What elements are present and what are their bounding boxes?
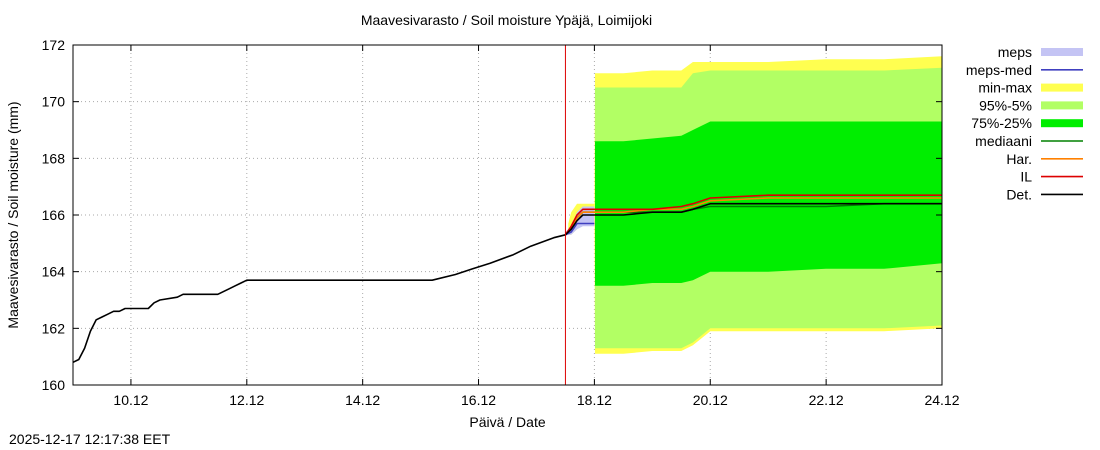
x-tick-label: 10.12	[113, 392, 148, 408]
x-tick-label: 22.12	[809, 392, 844, 408]
legend-label: Har.	[1006, 151, 1032, 167]
x-tick-label: 12.12	[229, 392, 264, 408]
y-tick-label: 164	[42, 264, 66, 280]
legend-label: min-max	[978, 80, 1032, 96]
legend-label: meps	[998, 44, 1032, 60]
axis-layer: 160 162 164 166 168 170 172 10.12 12.12 14.12 16.1…	[5, 37, 960, 430]
x-tick-label: 14.12	[345, 392, 380, 408]
y-tick-label: 170	[42, 94, 66, 110]
legend-swatch-p95-5	[1041, 101, 1083, 110]
legend-swatch-p75-25	[1041, 119, 1083, 128]
series-line-meps-med	[565, 222, 595, 236]
timestamp: 2025-12-17 12:17:38 EET	[9, 431, 171, 447]
y-tick-label: 166	[42, 207, 66, 223]
series-line-det	[72, 202, 942, 364]
band-layer	[565, 56, 942, 354]
y-tick-label: 162	[42, 320, 66, 336]
legend-label: 95%-5%	[979, 97, 1032, 113]
y-axis-label: Maavesivarasto / Soil moisture (mm)	[5, 101, 21, 328]
legend-swatch-meps	[1041, 48, 1083, 56]
legend-label: IL	[1020, 169, 1032, 185]
legend-label: meps-med	[966, 62, 1032, 78]
x-tick-label: 20.12	[693, 392, 728, 408]
x-tick-label: 18.12	[577, 392, 612, 408]
chart-title: Maavesivarasto / Soil moisture Ypäjä, Lo…	[360, 12, 653, 28]
x-tick-label: 24.12	[924, 392, 959, 408]
legend-label: mediaani	[975, 133, 1032, 149]
series-line-har	[564, 197, 942, 236]
y-tick-label: 160	[42, 377, 66, 393]
x-axis-label: Päivä / Date	[469, 414, 545, 430]
line-layer	[72, 194, 942, 364]
x-tick-label: 16.12	[461, 392, 496, 408]
y-tick-label: 168	[42, 150, 66, 166]
series-line-il	[564, 194, 942, 236]
legend-label: 75%-25%	[971, 115, 1032, 131]
y-tick-label: 172	[42, 37, 66, 53]
legend-swatch-min-max	[1041, 83, 1083, 92]
legend-label: Det.	[1006, 186, 1032, 202]
